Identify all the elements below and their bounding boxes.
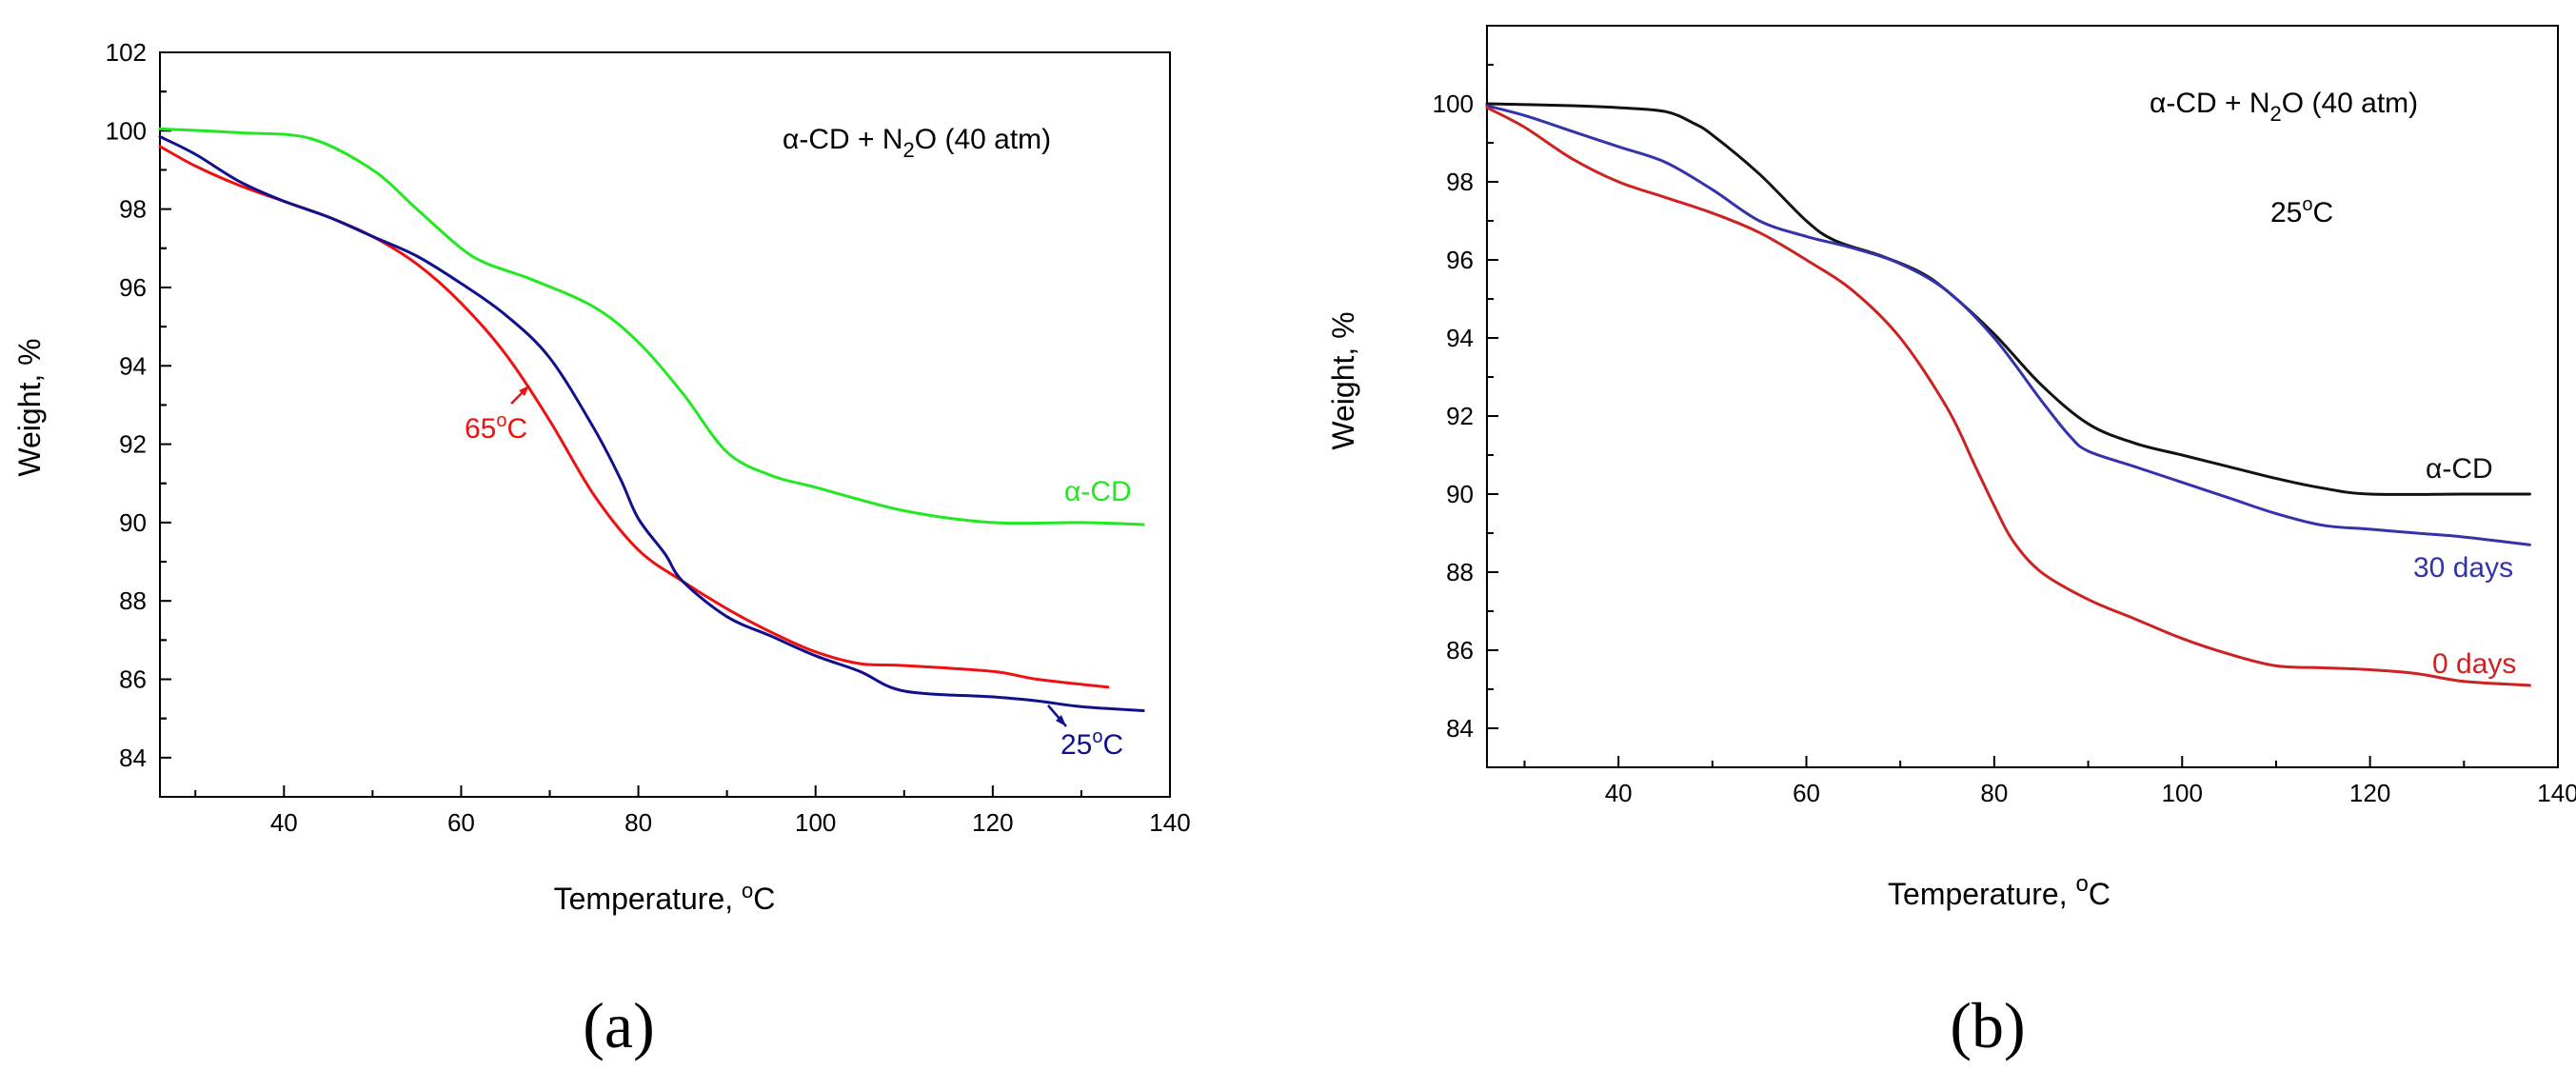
panel-b: 40 60 80 100 120 140 84 86 88 90 92 94 96 98 100 Tempe… (1326, 25, 2576, 1061)
annotation-alpha-cd-b: α-CD (2426, 453, 2493, 485)
chart-title-a: α-CD + N2O (40 atm) (783, 124, 1051, 162)
series-line-65-c-a (158, 145, 1110, 689)
y-tick-label-92: 92 (1446, 402, 1474, 430)
y-tick-label-96: 96 (119, 273, 147, 302)
curves-a (158, 127, 1145, 712)
series-line-cd-b (1485, 102, 2531, 496)
x-axis-label-a: Temperature, oC (554, 879, 776, 916)
axis-ticks-a: 40 60 80 100 120 140 84 86 88 90 92 94 96 98 100 102 (106, 38, 1191, 837)
y-tick-label-88: 88 (1446, 558, 1474, 586)
panel-label-a: (a) (583, 989, 654, 1061)
y-tick-label-92: 92 (119, 430, 147, 459)
y-tick-label-90: 90 (1446, 480, 1474, 508)
annotation-0-days: 0 days (2432, 648, 2516, 680)
axis-ticks-b: 40 60 80 100 120 140 84 86 88 90 92 94 96 98 100 (1433, 64, 2576, 807)
y-axis-label-b: Weight, % (1326, 311, 1360, 449)
y-tick-label-94: 94 (119, 351, 147, 380)
plot-area-a (159, 51, 1171, 798)
series-line-0-days-b (1485, 106, 2531, 687)
y-tick-label-84: 84 (1446, 714, 1474, 743)
y-tick-label-84: 84 (119, 744, 147, 772)
panel-label-b: (b) (1950, 989, 2025, 1061)
arrowhead-25c (1056, 715, 1066, 726)
y-tick-label-98: 98 (1446, 168, 1474, 196)
panel-a: 40 60 80 100 120 140 84 86 88 90 92 94 96 98 100 102 Te… (12, 38, 1191, 1061)
y-tick-label-100: 100 (1433, 89, 1474, 118)
x-tick-label-140: 140 (1149, 808, 1190, 837)
annotation-alpha-cd-a: α-CD (1064, 476, 1132, 507)
y-tick-label-86: 86 (119, 665, 147, 694)
curves-b (1485, 102, 2531, 687)
chart-title-b: α-CD + N2O (40 atm) (2150, 88, 2418, 126)
arrowhead-65c (519, 386, 529, 396)
x-tick-label-60: 60 (1793, 779, 1820, 807)
x-tick-label-100: 100 (2162, 779, 2203, 807)
x-tick-label-40: 40 (1605, 779, 1633, 807)
x-tick-label-40: 40 (270, 808, 298, 837)
annotation-65c: 65oC (465, 410, 527, 445)
y-tick-label-96: 96 (1446, 246, 1474, 274)
x-tick-label-80: 80 (1980, 779, 2008, 807)
series-line-30-days-b (1485, 104, 2531, 546)
x-axis-label-b: Temperature, oC (1888, 871, 2110, 911)
annotation-25c: 25oC (1060, 726, 1123, 761)
series-line-25-c-a (158, 135, 1145, 712)
x-tick-label-140: 140 (2537, 779, 2576, 807)
y-tick-label-98: 98 (119, 195, 147, 224)
series-line-cd-a (158, 127, 1145, 526)
y-tick-label-90: 90 (119, 508, 147, 537)
y-tick-label-88: 88 (119, 586, 147, 615)
annotation-30-days: 30 days (2413, 552, 2513, 584)
x-tick-label-120: 120 (972, 808, 1013, 837)
x-tick-label-100: 100 (795, 808, 836, 837)
y-axis-label-a: Weight, % (12, 338, 47, 476)
y-tick-label-100: 100 (106, 116, 147, 145)
y-tick-label-94: 94 (1446, 324, 1474, 352)
x-tick-label-80: 80 (624, 808, 652, 837)
y-tick-label-86: 86 (1446, 636, 1474, 665)
x-tick-label-60: 60 (447, 808, 475, 837)
x-tick-label-120: 120 (2349, 779, 2390, 807)
plot-area-b (1486, 25, 2559, 768)
y-tick-label-102: 102 (106, 38, 147, 67)
chart-subtitle-b: 25oC (2270, 194, 2333, 228)
